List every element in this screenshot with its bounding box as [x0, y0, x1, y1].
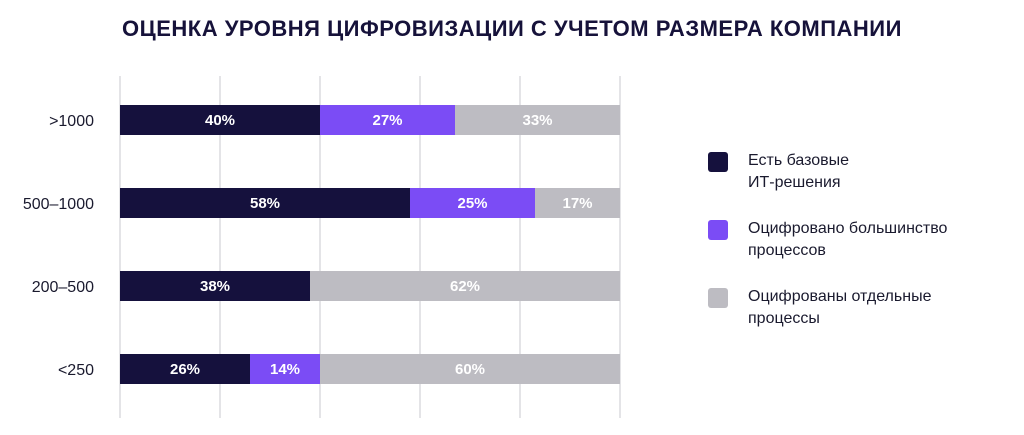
bar-segment — [455, 105, 620, 135]
bar-segment — [120, 271, 310, 301]
data-label: 27% — [372, 112, 402, 129]
legend-label: Есть базовые ИТ-решения — [748, 152, 850, 191]
category-labels: >1000 500–1000 200–500 <250 — [23, 113, 94, 379]
chart-title: ОЦЕНКА УРОВНЯ ЦИФРОВИЗАЦИИ С УЧЕТОМ РАЗМ… — [122, 16, 902, 41]
legend-item-some-digitized: Оцифрованы отдельные процессы — [708, 286, 1008, 330]
bar-segment — [320, 105, 455, 135]
data-label: 38% — [200, 278, 230, 295]
category-label: <250 — [58, 362, 94, 379]
data-label: 33% — [522, 112, 552, 129]
category-label: >1000 — [49, 113, 94, 130]
stacked-bar-chart: 40% 27% 33% 58% 25% 17% 38% 62% 26% 14% 60% >1000 5… — [23, 76, 621, 418]
legend-swatch — [708, 288, 728, 308]
bar-segment — [535, 188, 620, 218]
bar-segment — [250, 354, 320, 384]
bar-segment — [410, 188, 535, 218]
data-label: 62% — [450, 278, 480, 295]
bar-segment — [320, 354, 620, 384]
legend: Есть базовые ИТ-решения Оцифровано больш… — [708, 150, 1008, 354]
data-label: 58% — [250, 195, 280, 212]
bar-segment — [120, 354, 250, 384]
legend-label: Оцифрованы отдельные процессы — [748, 288, 932, 327]
category-label: 200–500 — [32, 279, 94, 296]
bar-segment — [120, 188, 410, 218]
data-label: 17% — [562, 195, 592, 212]
bar-segment — [120, 105, 320, 135]
legend-label: Оцифровано большинство процессов — [748, 220, 948, 259]
category-label: 500–1000 — [23, 196, 94, 213]
data-label: 25% — [457, 195, 487, 212]
legend-item-most-digitized: Оцифровано большинство процессов — [708, 218, 1008, 262]
data-label: 40% — [205, 112, 235, 129]
legend-swatch — [708, 220, 728, 240]
legend-item-basic-it: Есть базовые ИТ-решения — [708, 150, 1008, 194]
legend-swatch — [708, 152, 728, 172]
bars: 40% 27% 33% 58% 25% 17% 38% 62% 26% 14% 60% — [120, 105, 620, 384]
bar-segment — [310, 271, 620, 301]
data-label: 14% — [270, 361, 300, 378]
data-label: 60% — [455, 361, 485, 378]
data-label: 26% — [170, 361, 200, 378]
